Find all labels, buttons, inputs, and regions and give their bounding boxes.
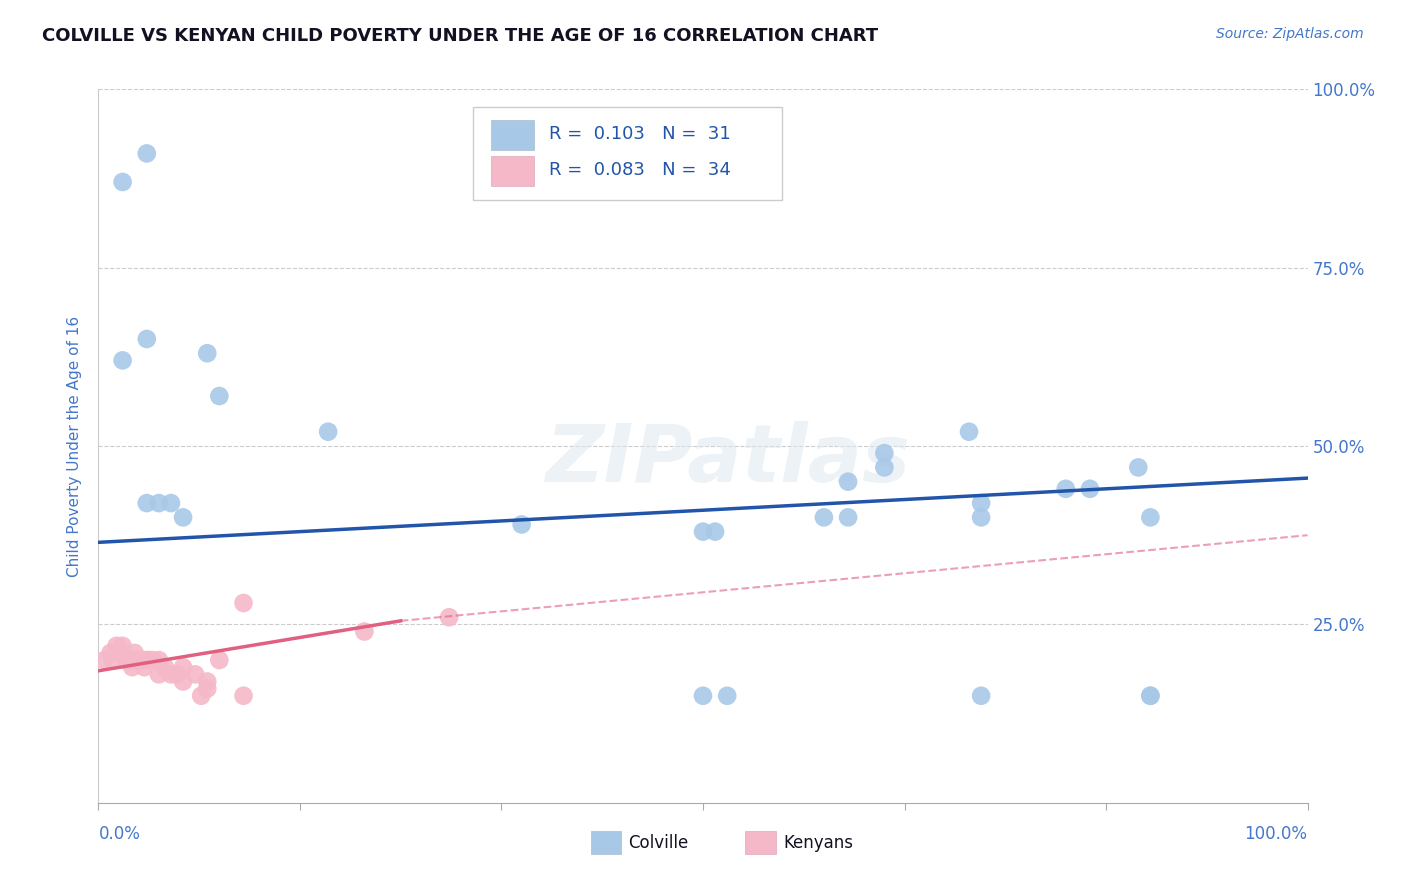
Point	[111, 639, 134, 653]
Text: 0.0%: 0.0%	[98, 825, 141, 843]
Point	[704, 524, 727, 539]
Point	[131, 653, 153, 667]
Point	[353, 624, 375, 639]
Point	[111, 175, 134, 189]
Point	[142, 653, 165, 667]
Point	[232, 689, 254, 703]
Point	[208, 653, 231, 667]
Point	[873, 460, 896, 475]
Point	[970, 496, 993, 510]
Point	[118, 653, 141, 667]
Text: Source: ZipAtlas.com: Source: ZipAtlas.com	[1216, 27, 1364, 41]
Point	[135, 496, 157, 510]
Point	[837, 475, 859, 489]
Bar	[492, 120, 534, 150]
Point	[108, 646, 131, 660]
Point	[970, 689, 993, 703]
Y-axis label: Child Poverty Under the Age of 16: Child Poverty Under the Age of 16	[67, 316, 83, 576]
Point	[172, 510, 194, 524]
Point	[172, 674, 194, 689]
Point	[184, 667, 207, 681]
Point	[127, 653, 149, 667]
Point	[316, 425, 339, 439]
Point	[1128, 460, 1150, 475]
Point	[153, 660, 176, 674]
Point	[510, 517, 533, 532]
Point	[1139, 689, 1161, 703]
Point	[813, 510, 835, 524]
Point	[190, 689, 212, 703]
Point	[135, 146, 157, 161]
Point	[970, 510, 993, 524]
Point	[105, 639, 128, 653]
Text: ZIPatlas: ZIPatlas	[544, 421, 910, 500]
Point	[1139, 510, 1161, 524]
Point	[124, 646, 146, 660]
Point	[195, 674, 218, 689]
Point	[232, 596, 254, 610]
Point	[437, 610, 460, 624]
Point	[121, 660, 143, 674]
Point	[1139, 689, 1161, 703]
Text: Colville: Colville	[628, 834, 689, 852]
Point	[195, 681, 218, 696]
Point	[128, 653, 150, 667]
Text: R =  0.103   N =  31: R = 0.103 N = 31	[550, 125, 731, 143]
Point	[111, 353, 134, 368]
Text: R =  0.083   N =  34: R = 0.083 N = 34	[550, 161, 731, 178]
Point	[138, 653, 160, 667]
Point	[100, 646, 122, 660]
Point	[716, 689, 738, 703]
Point	[692, 689, 714, 703]
Bar	[492, 155, 534, 186]
Point	[208, 389, 231, 403]
Point	[195, 346, 218, 360]
Point	[1078, 482, 1101, 496]
Point	[114, 653, 136, 667]
Point	[160, 496, 183, 510]
Point	[148, 667, 170, 681]
Point	[93, 653, 115, 667]
Point	[873, 446, 896, 460]
Point	[135, 332, 157, 346]
Text: 100.0%: 100.0%	[1244, 825, 1308, 843]
Point	[166, 667, 188, 681]
Point	[101, 653, 124, 667]
Point	[957, 425, 980, 439]
Text: Kenyans: Kenyans	[783, 834, 853, 852]
Point	[135, 653, 157, 667]
Point	[120, 653, 142, 667]
Point	[1054, 482, 1077, 496]
Point	[160, 667, 183, 681]
Point	[837, 510, 859, 524]
Point	[134, 660, 156, 674]
FancyBboxPatch shape	[474, 107, 782, 200]
Text: COLVILLE VS KENYAN CHILD POVERTY UNDER THE AGE OF 16 CORRELATION CHART: COLVILLE VS KENYAN CHILD POVERTY UNDER T…	[42, 27, 879, 45]
Point	[172, 660, 194, 674]
Point	[148, 496, 170, 510]
Point	[148, 653, 170, 667]
Point	[692, 524, 714, 539]
